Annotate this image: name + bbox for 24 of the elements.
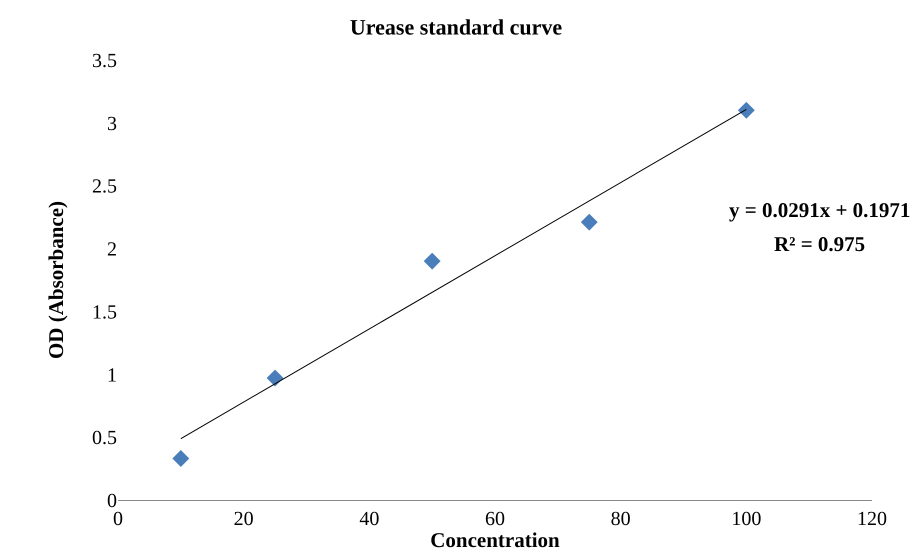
point xyxy=(266,370,284,387)
point xyxy=(738,102,755,119)
y-tick-label: 0.5 xyxy=(92,427,117,450)
y-tick-label: 1.5 xyxy=(92,301,117,324)
x-tick-label: 100 xyxy=(731,508,762,530)
x-tick-label: 40 xyxy=(359,508,380,530)
x-tick-label: 80 xyxy=(610,508,631,530)
y-tick-label: 3.5 xyxy=(92,50,117,72)
annotation: y = 0.0291x + 0.1971 xyxy=(729,198,910,222)
y-tick-label: 0 xyxy=(107,490,117,512)
y-tick-label: 1 xyxy=(107,364,117,386)
x-tick-label: 60 xyxy=(485,508,505,530)
point xyxy=(424,252,441,270)
x-axis-title: Concentration xyxy=(430,528,560,552)
y-tick-label: 2 xyxy=(107,238,117,261)
annotation: R² = 0.975 xyxy=(774,232,866,256)
point xyxy=(172,450,190,467)
point xyxy=(580,214,598,231)
y-tick-label: 3 xyxy=(107,112,117,135)
y-tick-label: 2.5 xyxy=(92,176,117,198)
y-axis-title: OD (Absorbance) xyxy=(44,200,68,360)
x-tick-label: 120 xyxy=(857,508,887,530)
x-tick-label: 20 xyxy=(234,508,254,530)
chart-title: Urease standard curve xyxy=(350,14,562,40)
